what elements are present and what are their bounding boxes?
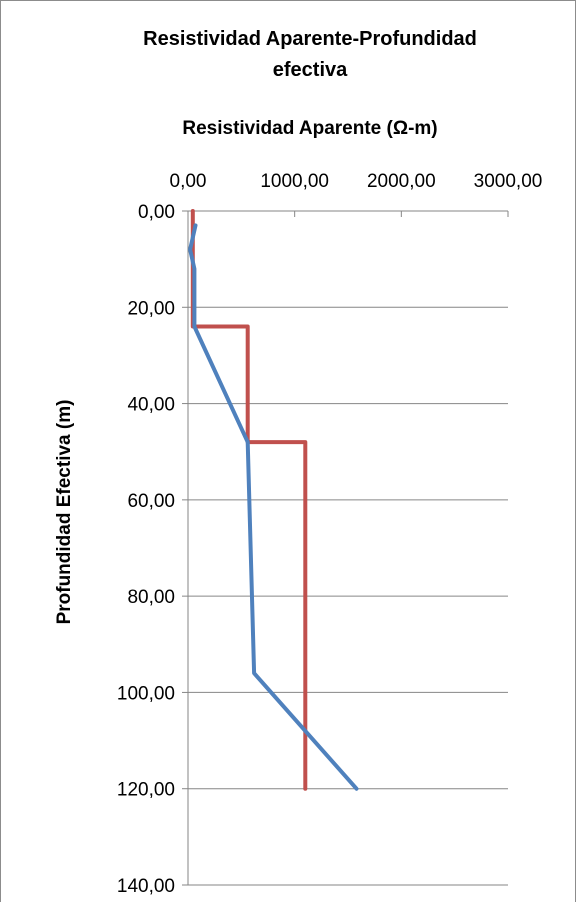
axes: [182, 210, 509, 886]
x-axis-title: Resistividad Aparente (Ω-m): [182, 118, 437, 139]
gridlines: [188, 306, 508, 886]
series-line-2: [188, 223, 359, 791]
x-tick-label: 2000,00: [367, 171, 436, 192]
y-tick-label: 60,00: [127, 491, 175, 512]
y-tick-label: 20,00: [127, 298, 175, 319]
y-tick-label: 120,00: [117, 780, 175, 801]
y-tick-label: 0,00: [138, 202, 175, 223]
y-axis-title: Profundidad Efectiva (m): [54, 400, 75, 625]
x-tick-labels: 0,00 1000,00 2000,00 3000,00: [170, 171, 543, 192]
y-tick-label: 80,00: [127, 587, 175, 608]
series-lines: [188, 209, 359, 791]
y-tick-label: 40,00: [127, 395, 175, 416]
x-tick-label: 3000,00: [474, 171, 543, 192]
y-tick-labels: 0,00 20,00 40,00 60,00 80,00 100,00 120,00 140,…: [117, 202, 175, 897]
chart-title-line-2: efectiva: [273, 59, 348, 81]
x-tick-label: 1000,00: [260, 171, 329, 192]
y-tick-label: 100,00: [117, 683, 175, 704]
y-tick-label: 140,00: [117, 876, 175, 897]
chart-title-line-1: Resistividad Aparente-Profundidad: [143, 28, 477, 50]
x-tick-label: 0,00: [170, 171, 207, 192]
